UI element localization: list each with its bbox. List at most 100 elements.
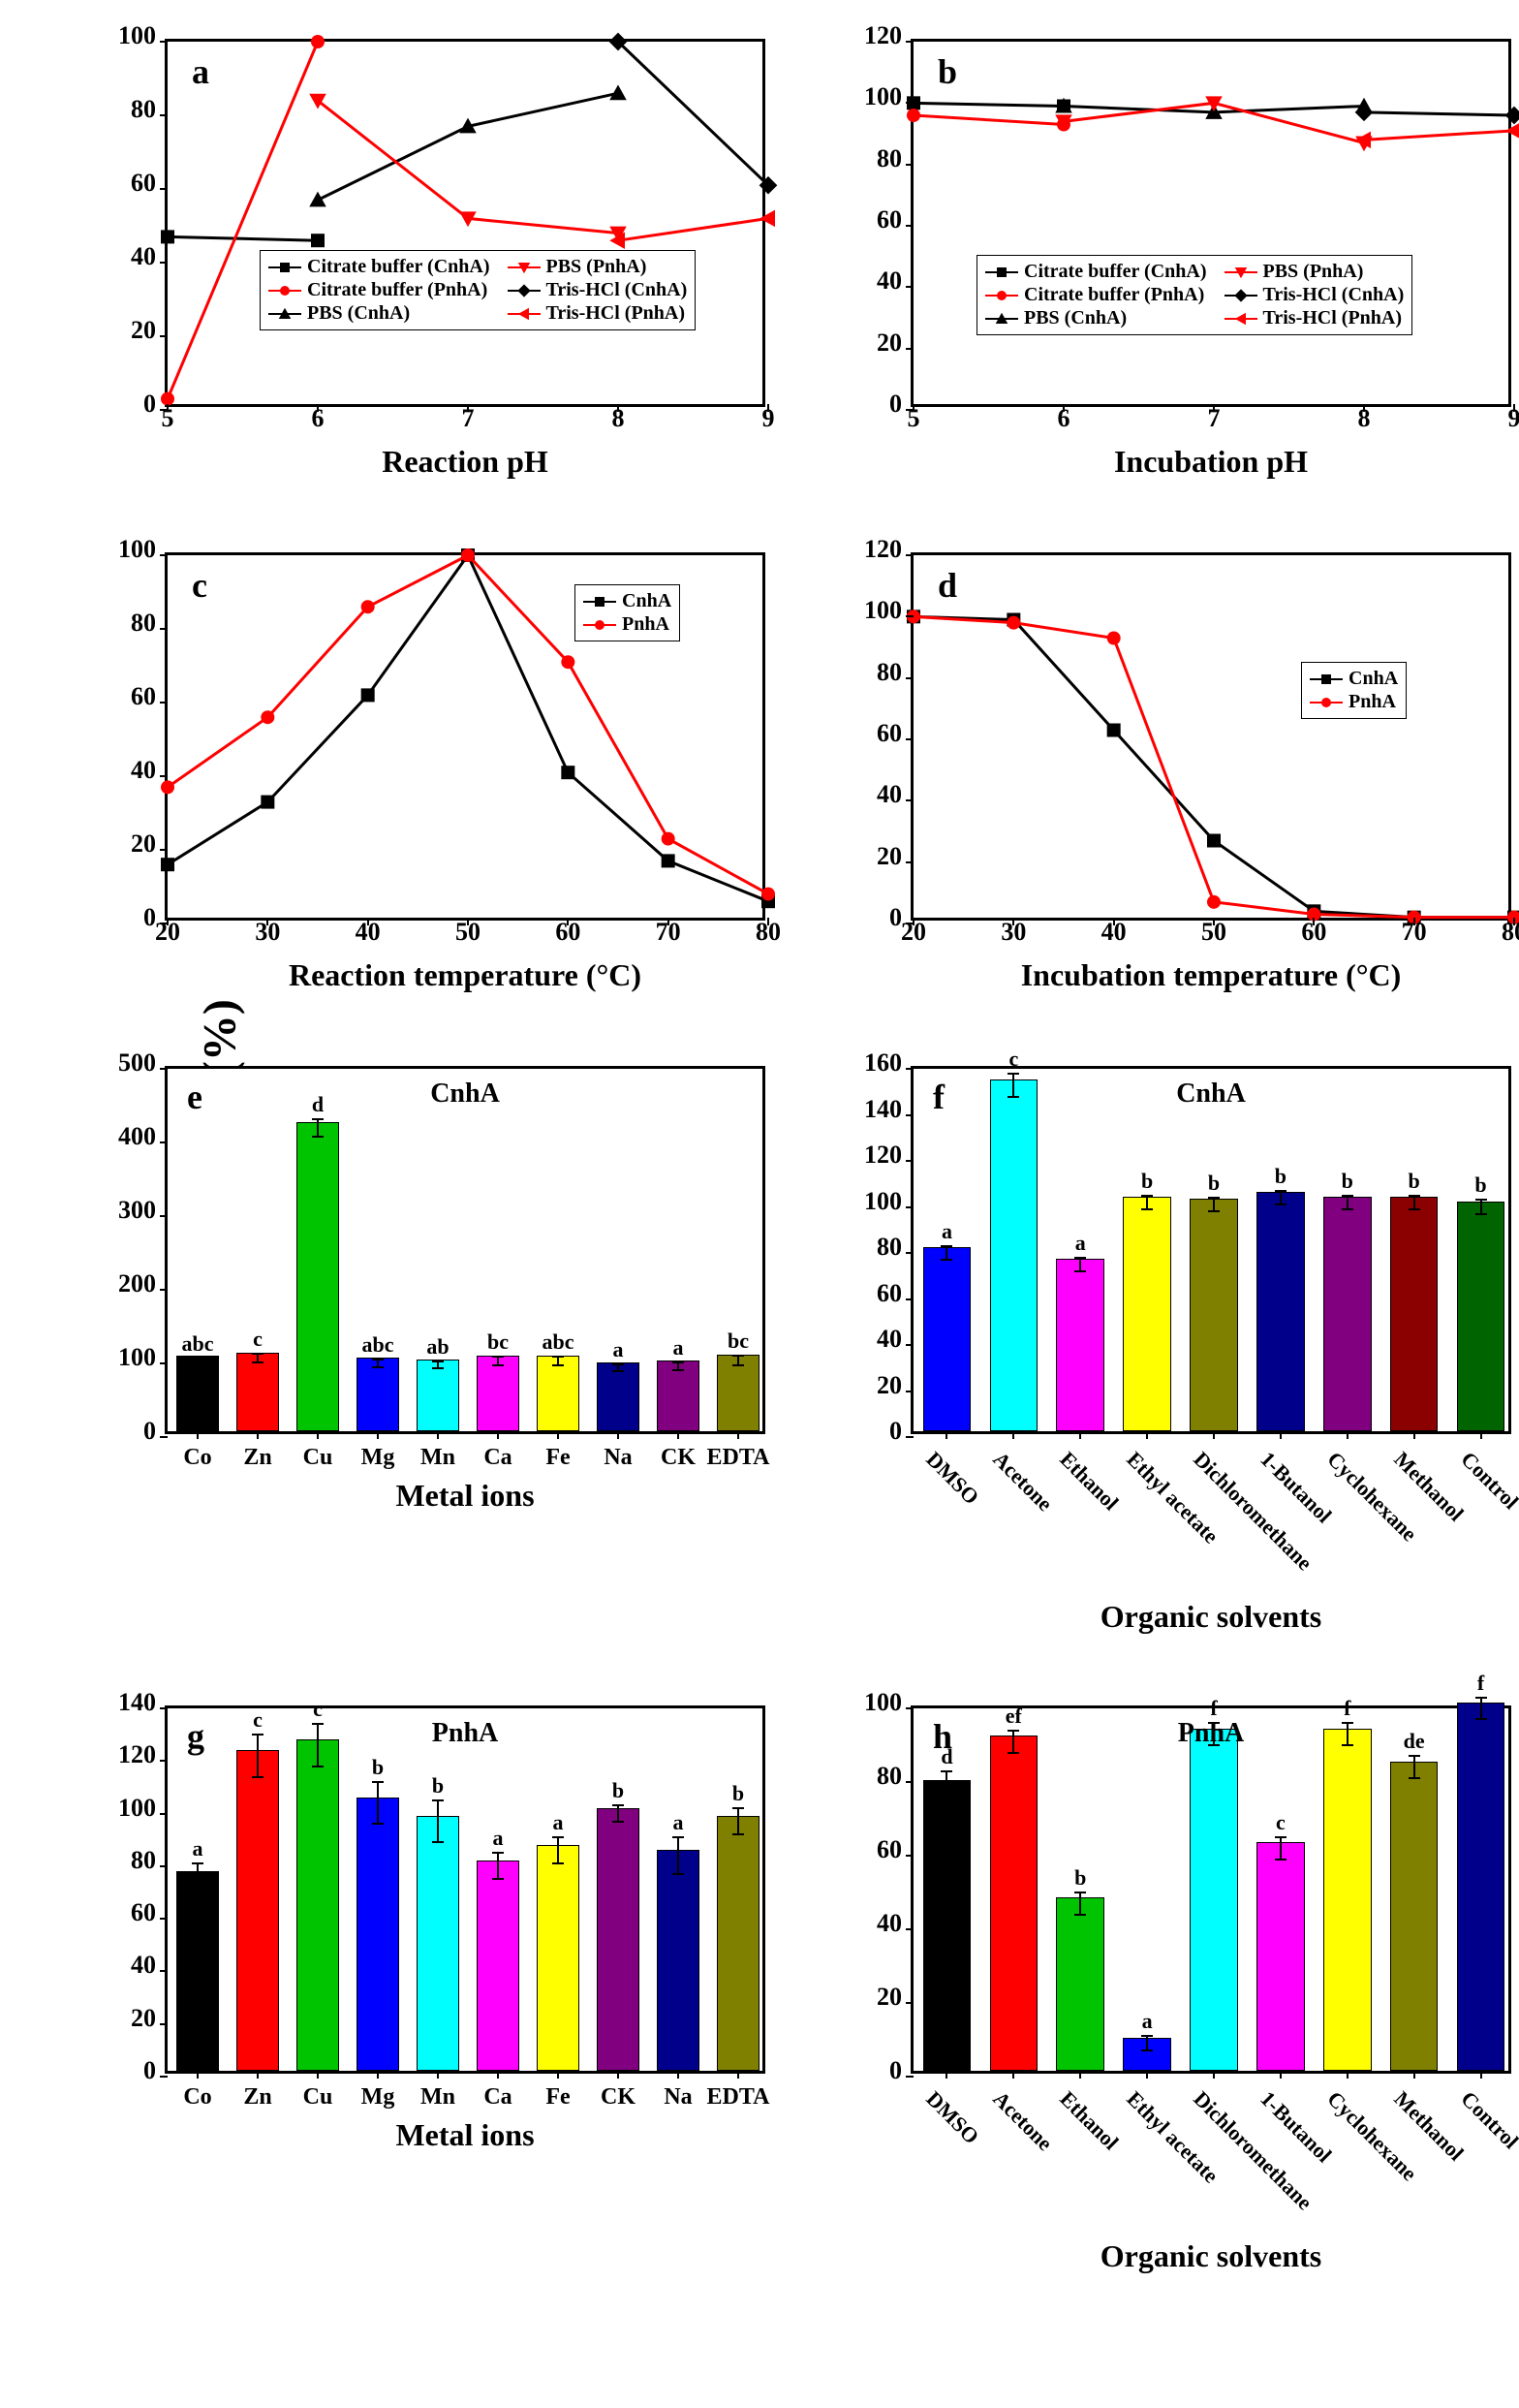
bar — [657, 1850, 700, 2071]
category-label: CK — [661, 1445, 696, 1471]
category-label: Fe — [545, 1445, 570, 1471]
panel-b: 5 6 7 8 9 0 20 40 60 80 100 120bCitrate … — [911, 39, 1511, 407]
panel-g: 0 20 40 60 80 100 120 140 aCo cZn cCu bM… — [165, 1705, 765, 2074]
xlabel: Organic solvents — [911, 2238, 1511, 2274]
bar — [1190, 1729, 1238, 2071]
category-label: Ca — [483, 2084, 512, 2111]
category-label: Acetone — [988, 2086, 1058, 2156]
panel-letter: a — [192, 51, 209, 92]
category-label: Mn — [420, 1445, 455, 1471]
category-label: Na — [664, 2084, 692, 2111]
bar — [990, 1736, 1038, 2071]
category-label: Mn — [420, 2084, 455, 2111]
panel-title: CnhA — [1176, 1079, 1246, 1110]
panel-title: CnhA — [430, 1079, 500, 1110]
category-label: Acetone — [988, 1447, 1058, 1517]
legend: Citrate buffer (CnhA)Citrate buffer (Pnh… — [976, 255, 1412, 335]
significance-label: b — [372, 1755, 384, 1780]
bar — [1056, 1897, 1104, 2071]
significance-label: b — [1275, 1164, 1286, 1189]
category-label: Zn — [243, 2084, 271, 2111]
category-label: Zn — [243, 1445, 271, 1471]
category-label: Ethanol — [1055, 1447, 1124, 1516]
bar — [1390, 1762, 1439, 2071]
significance-label: a — [673, 1810, 684, 1835]
legend: CnhAPnhA — [1301, 662, 1407, 719]
panel-title: PnhA — [1178, 1718, 1244, 1749]
significance-label: b — [612, 1778, 624, 1803]
figure: Relative activity (%) 5 6 7 8 9 0 20 40 … — [0, 0, 1519, 2408]
significance-label: ef — [1006, 1704, 1022, 1729]
bar — [597, 1808, 640, 2071]
panel-d: 20 30 40 50 60 70 80 0 20 40 60 80 100 1… — [911, 552, 1511, 921]
category-label: Cu — [303, 2084, 333, 2111]
significance-label: b — [1409, 1169, 1420, 1194]
category-label: DMSO — [921, 2086, 984, 2149]
bar — [236, 1750, 280, 2071]
significance-label: bc — [487, 1329, 509, 1355]
xlabel: Incubation temperature (°C) — [911, 957, 1511, 993]
category-label: Fe — [545, 2084, 570, 2111]
bar — [1457, 1202, 1505, 1432]
bar — [537, 1845, 580, 2071]
bar — [176, 1871, 220, 2071]
category-label: EDTA — [707, 2084, 770, 2111]
significance-label: abc — [542, 1329, 574, 1355]
significance-label: bc — [728, 1329, 749, 1354]
panel-c: 20 30 40 50 60 70 80 0 20 40 60 80 100cC… — [165, 552, 765, 921]
bar — [717, 1816, 760, 2071]
bar — [1390, 1197, 1439, 1431]
category-label: Ethanol — [1055, 2086, 1124, 2155]
significance-label: a — [193, 1836, 203, 1861]
significance-label: b — [1141, 1169, 1153, 1194]
bar — [356, 1798, 400, 2071]
category-label: Mg — [361, 2084, 395, 2111]
significance-label: ab — [426, 1334, 449, 1360]
significance-label: c — [1276, 1810, 1286, 1835]
xlabel: Metal ions — [165, 1478, 765, 1514]
significance-label: a — [553, 1810, 564, 1835]
xlabel: Metal ions — [165, 2117, 765, 2153]
category-label: CK — [601, 2084, 636, 2111]
bar — [477, 1861, 520, 2071]
panel-title: PnhA — [432, 1718, 498, 1749]
significance-label: a — [1075, 1231, 1086, 1256]
bar — [1123, 1197, 1171, 1431]
significance-label: b — [432, 1773, 444, 1798]
significance-label: c — [1008, 1047, 1018, 1072]
bar — [1323, 1729, 1372, 2071]
bar — [1323, 1197, 1372, 1431]
category-label: Na — [604, 1445, 632, 1471]
bar — [417, 1360, 460, 1431]
bar — [356, 1358, 400, 1431]
significance-label: a — [613, 1337, 624, 1362]
significance-label: abc — [362, 1332, 394, 1358]
significance-label: abc — [182, 1331, 214, 1357]
panel-h: 0 20 40 60 80 100 dDMSO efAcetone bEthan… — [911, 1705, 1511, 2074]
bar — [1190, 1199, 1238, 1431]
legend: CnhAPnhA — [574, 584, 680, 641]
bar — [990, 1079, 1038, 1431]
significance-label: c — [313, 1697, 323, 1722]
significance-label: b — [1342, 1169, 1353, 1194]
bar — [477, 1356, 520, 1431]
legend: Citrate buffer (CnhA)Citrate buffer (Pnh… — [260, 250, 696, 330]
xlabel: Incubation pH — [911, 444, 1511, 480]
bar — [417, 1816, 460, 2071]
panel-letter: b — [938, 51, 957, 92]
bar — [923, 1247, 972, 1431]
significance-label: b — [1208, 1171, 1220, 1196]
xlabel: Organic solvents — [911, 1599, 1511, 1635]
bar — [717, 1355, 760, 1431]
panel-f: 0 20 40 60 80 100 120 140 160 aDMSO cAce… — [911, 1066, 1511, 1434]
panel-e: 0 100 200 300 400 500 abcCo cZn dCu abcM… — [165, 1066, 765, 1434]
significance-label: b — [1474, 1173, 1486, 1198]
significance-label: c — [253, 1707, 263, 1733]
significance-label: f — [1344, 1696, 1350, 1721]
panel-letter: c — [192, 565, 207, 606]
significance-label: a — [673, 1335, 684, 1360]
bar — [537, 1356, 580, 1431]
category-label: Mg — [361, 1445, 395, 1471]
significance-label: a — [942, 1219, 952, 1244]
significance-label: d — [312, 1092, 324, 1117]
